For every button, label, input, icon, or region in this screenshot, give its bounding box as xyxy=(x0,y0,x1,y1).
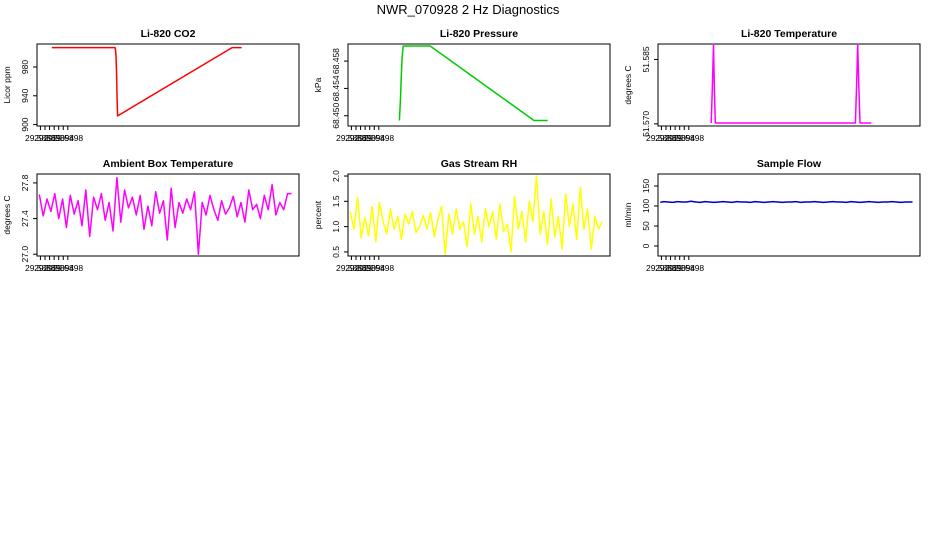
plot-title-5: Gas Stream RH xyxy=(441,158,517,170)
x-tick-label: 29.5894 xyxy=(664,133,695,143)
x-tick-label: 29.5898 xyxy=(52,263,83,273)
x-tick-label: 29.5898 xyxy=(673,263,704,273)
plot-frame-4 xyxy=(36,173,300,257)
x-tick-label: 29.5886 xyxy=(336,133,367,143)
y-axis-label-6: ml/min xyxy=(623,202,633,227)
y-tick-label: 150 xyxy=(641,179,651,193)
plot-title-2: Li-820 Pressure xyxy=(440,28,518,40)
y-tick-label: 900 xyxy=(20,117,30,131)
x-tick-label: 29.5890 xyxy=(34,133,65,143)
y-tick-label: 68.458 xyxy=(331,48,341,74)
x-tick-label: 29.5898 xyxy=(363,263,394,273)
series-line-2 xyxy=(398,45,548,122)
y-tick-label: 980 xyxy=(20,60,30,74)
y-tick-label: 51.585 xyxy=(641,46,651,72)
y-axis-label-5: percent xyxy=(313,200,323,229)
y-tick-label: 940 xyxy=(20,88,30,102)
plot-title-3: Li-820 Temperature xyxy=(741,28,837,40)
series-line-5 xyxy=(349,175,603,256)
x-tick-label: 29.5894 xyxy=(354,133,385,143)
x-tick-label: 29.5886 xyxy=(25,263,56,273)
plot-frame-3 xyxy=(657,43,921,127)
y-axis-label-1: Licor ppm xyxy=(2,66,12,103)
y-tick-label: 100 xyxy=(641,199,651,213)
x-tick-label: 29.5894 xyxy=(354,263,385,273)
y-tick-label: 50 xyxy=(641,221,651,231)
series-line-3 xyxy=(710,43,872,124)
x-tick-label: 29.5886 xyxy=(336,263,367,273)
plot-frame-1 xyxy=(36,43,300,127)
x-tick-label: 29.5898 xyxy=(363,133,394,143)
y-tick-label: 68.450 xyxy=(331,102,341,128)
series-line-4 xyxy=(38,176,292,255)
x-tick-label: 29.5890 xyxy=(345,263,376,273)
y-axis-label-4: degrees C xyxy=(2,195,12,234)
plot-frame-5 xyxy=(347,173,611,257)
x-tick-label: 29.5898 xyxy=(673,133,704,143)
figure-title: NWR_070928 2 Hz Diagnostics xyxy=(376,2,560,17)
series-line-6 xyxy=(660,200,913,204)
x-tick-label: 29.5886 xyxy=(25,133,56,143)
x-tick-label: 29.5894 xyxy=(664,263,695,273)
y-axis-label-3: degrees C xyxy=(623,65,633,104)
y-tick-label: 0 xyxy=(641,243,651,248)
x-tick-label: 29.5894 xyxy=(43,263,74,273)
y-tick-label: 51.570 xyxy=(641,111,651,137)
x-tick-label: 29.5890 xyxy=(34,263,65,273)
x-tick-label: 29.5890 xyxy=(655,263,686,273)
series-line-1 xyxy=(51,46,243,117)
y-tick-label: 27.0 xyxy=(20,246,30,263)
y-tick-label: 68.454 xyxy=(331,75,341,101)
y-tick-label: 0.5 xyxy=(331,246,341,258)
y-tick-label: 1.0 xyxy=(331,220,341,232)
plot-frame-6 xyxy=(657,173,921,257)
plot-title-4: Ambient Box Temperature xyxy=(103,158,234,170)
plot-frame-2 xyxy=(347,43,611,127)
y-tick-label: 27.8 xyxy=(20,174,30,191)
x-tick-label: 29.5890 xyxy=(345,133,376,143)
plot-title-6: Sample Flow xyxy=(757,158,822,170)
y-axis-label-2: kPa xyxy=(313,77,323,92)
x-tick-label: 29.5890 xyxy=(655,133,686,143)
x-tick-label: 29.5886 xyxy=(646,133,677,143)
x-tick-label: 29.5894 xyxy=(43,133,74,143)
plot-title-1: Li-820 CO2 xyxy=(141,28,196,40)
y-tick-label: 2.0 xyxy=(331,170,341,182)
y-tick-label: 1.5 xyxy=(331,195,341,207)
x-tick-label: 29.5898 xyxy=(52,133,83,143)
x-tick-label: 29.5886 xyxy=(646,263,677,273)
y-tick-label: 27.4 xyxy=(20,210,30,227)
